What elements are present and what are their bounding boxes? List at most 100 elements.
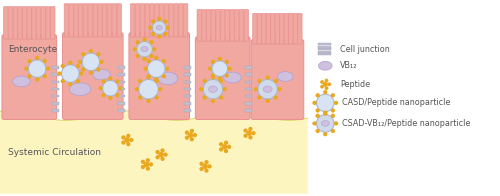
Circle shape: [312, 101, 316, 105]
Circle shape: [68, 82, 72, 86]
Circle shape: [312, 121, 316, 126]
FancyBboxPatch shape: [288, 14, 293, 44]
Circle shape: [126, 142, 130, 146]
Circle shape: [324, 86, 328, 90]
FancyBboxPatch shape: [154, 4, 159, 37]
Bar: [52, 74, 59, 76]
Circle shape: [330, 129, 335, 133]
Circle shape: [157, 17, 162, 21]
FancyBboxPatch shape: [84, 4, 88, 37]
FancyBboxPatch shape: [18, 7, 22, 39]
Circle shape: [151, 32, 155, 36]
Circle shape: [323, 90, 328, 94]
FancyBboxPatch shape: [196, 37, 250, 120]
Circle shape: [142, 57, 146, 61]
Bar: [184, 102, 191, 104]
Circle shape: [211, 99, 215, 103]
Circle shape: [108, 96, 112, 100]
Circle shape: [154, 77, 158, 82]
Ellipse shape: [12, 76, 30, 87]
Circle shape: [316, 129, 320, 133]
FancyBboxPatch shape: [36, 7, 41, 39]
Circle shape: [316, 115, 334, 132]
Circle shape: [244, 134, 248, 138]
Circle shape: [334, 101, 338, 105]
FancyBboxPatch shape: [145, 4, 150, 37]
FancyBboxPatch shape: [206, 10, 211, 41]
Circle shape: [212, 61, 228, 76]
Circle shape: [88, 49, 93, 53]
Circle shape: [82, 53, 100, 71]
FancyBboxPatch shape: [69, 4, 73, 37]
Circle shape: [185, 136, 189, 140]
Circle shape: [166, 25, 170, 30]
FancyBboxPatch shape: [270, 14, 275, 44]
Circle shape: [28, 59, 32, 63]
FancyBboxPatch shape: [93, 4, 98, 37]
Circle shape: [146, 75, 150, 80]
Circle shape: [224, 74, 229, 78]
Circle shape: [100, 60, 103, 64]
FancyBboxPatch shape: [275, 14, 280, 44]
Bar: [52, 81, 59, 83]
Circle shape: [157, 34, 162, 39]
Circle shape: [324, 79, 328, 83]
Circle shape: [328, 82, 331, 86]
Bar: [118, 81, 124, 83]
Bar: [244, 88, 252, 90]
Bar: [244, 109, 252, 112]
Polygon shape: [0, 111, 308, 194]
Circle shape: [42, 59, 47, 63]
Circle shape: [42, 74, 47, 78]
FancyBboxPatch shape: [240, 10, 244, 41]
Circle shape: [203, 79, 222, 99]
FancyBboxPatch shape: [62, 33, 123, 120]
FancyBboxPatch shape: [130, 4, 135, 37]
FancyBboxPatch shape: [160, 4, 164, 37]
Circle shape: [323, 82, 328, 87]
Circle shape: [210, 60, 215, 64]
FancyBboxPatch shape: [102, 4, 107, 37]
Circle shape: [211, 75, 215, 80]
Circle shape: [81, 52, 86, 56]
Circle shape: [136, 40, 140, 44]
Circle shape: [102, 79, 105, 83]
FancyBboxPatch shape: [234, 10, 239, 41]
FancyBboxPatch shape: [64, 4, 68, 37]
Bar: [118, 74, 124, 76]
FancyBboxPatch shape: [298, 14, 302, 44]
FancyBboxPatch shape: [27, 7, 32, 39]
Circle shape: [144, 67, 148, 71]
FancyBboxPatch shape: [174, 4, 178, 37]
Circle shape: [202, 95, 207, 100]
Circle shape: [202, 164, 208, 169]
Circle shape: [266, 99, 270, 103]
Circle shape: [60, 64, 65, 68]
FancyBboxPatch shape: [280, 14, 284, 44]
Circle shape: [246, 130, 252, 136]
FancyBboxPatch shape: [2, 35, 56, 120]
Circle shape: [219, 142, 223, 146]
FancyBboxPatch shape: [74, 4, 78, 37]
Circle shape: [164, 152, 168, 157]
Ellipse shape: [70, 83, 91, 96]
Bar: [118, 102, 124, 104]
Circle shape: [330, 114, 335, 118]
Bar: [184, 109, 191, 112]
Bar: [244, 95, 252, 97]
Circle shape: [252, 131, 256, 135]
Circle shape: [274, 95, 278, 100]
FancyBboxPatch shape: [266, 14, 270, 44]
Circle shape: [164, 19, 168, 24]
Circle shape: [134, 87, 139, 91]
FancyBboxPatch shape: [117, 4, 121, 37]
FancyBboxPatch shape: [8, 7, 12, 39]
FancyBboxPatch shape: [140, 4, 144, 37]
Circle shape: [60, 79, 65, 83]
Circle shape: [148, 25, 152, 30]
FancyBboxPatch shape: [46, 7, 50, 39]
Bar: [318, 51, 331, 53]
Ellipse shape: [156, 25, 162, 30]
Circle shape: [323, 112, 328, 116]
Circle shape: [330, 108, 335, 113]
